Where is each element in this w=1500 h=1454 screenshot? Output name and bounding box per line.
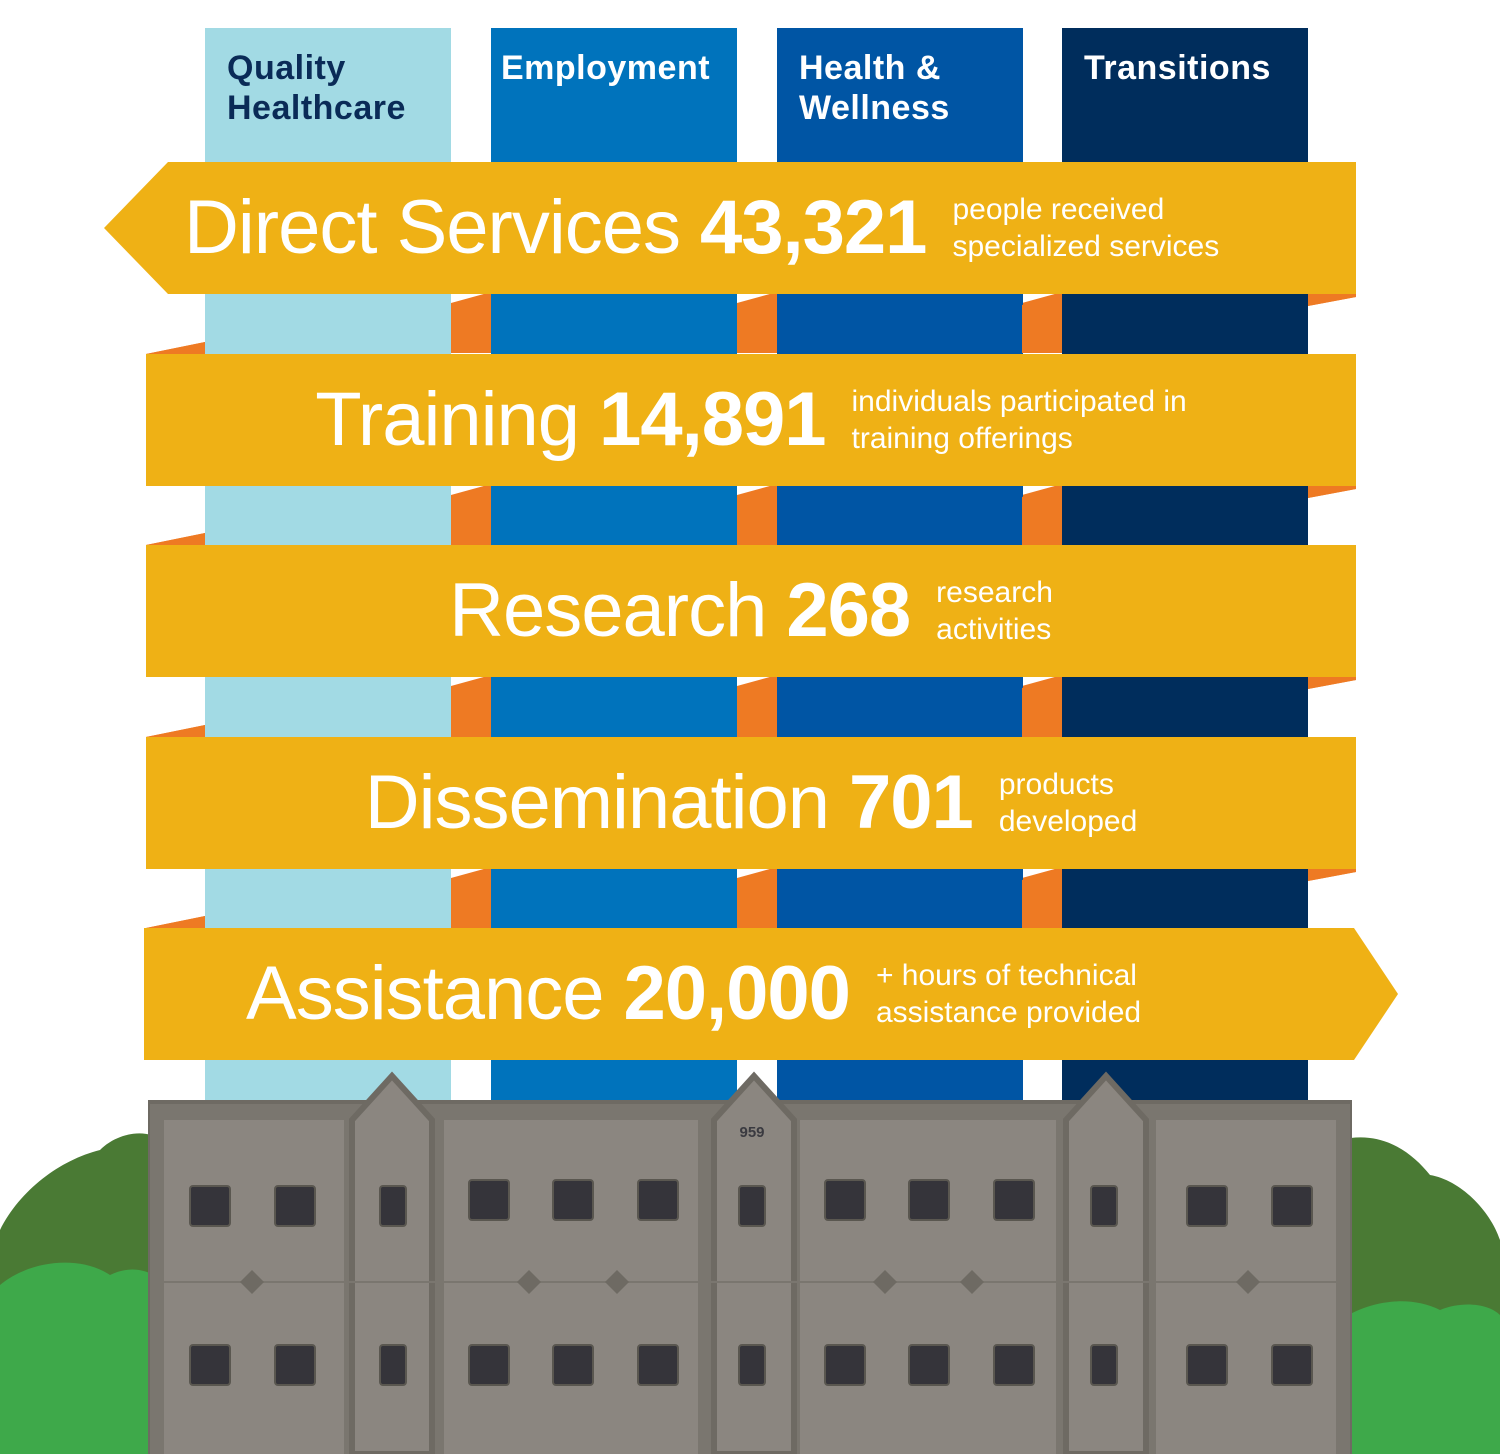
pillar-title: Transitions [1084, 48, 1271, 88]
banner-description-line: assistance provided [875, 996, 1142, 1029]
banner-description-line: training offerings [851, 422, 1073, 455]
banner-description-line: individuals participated in [851, 385, 1187, 418]
banner-description: + hours of technical assistance provided [876, 957, 1141, 1031]
banner-number: 14,891 [599, 377, 826, 462]
banner-label: Research [449, 568, 767, 653]
banner-description: research activities [936, 574, 1053, 648]
banner-description-line: specialized services [952, 230, 1220, 263]
banner-label: Dissemination [364, 760, 830, 845]
building [148, 1071, 1352, 1454]
banner-description-line: developed [998, 805, 1138, 838]
banner-training: Training 14,891 individuals participated… [146, 354, 1356, 486]
banner-number: 43,321 [700, 185, 927, 270]
banner-direct-services: Direct Services 43,321 people received s… [104, 162, 1356, 294]
pillar-title-line: Health & [799, 49, 941, 87]
banner-description-line: products [998, 768, 1114, 801]
pillar-title-line: Healthcare [227, 89, 406, 127]
banner-number: 20,000 [623, 951, 850, 1036]
banner-label: Assistance [246, 951, 604, 1036]
building-scene: 959 [0, 1071, 1500, 1454]
banner-description: individuals participated in training off… [852, 383, 1187, 457]
pillar-title-line: Quality [227, 49, 346, 87]
pillar-title-line: Employment [501, 49, 711, 87]
banner-research: Research 268 research activities [146, 545, 1356, 677]
windows [189, 1179, 1313, 1386]
banner-description-line: research [936, 576, 1053, 609]
banner-number: 268 [786, 568, 911, 653]
banner-description: people received specialized services [952, 191, 1219, 265]
banner-dissemination: Dissemination 701 products developed [146, 737, 1356, 869]
pillar-title: Quality Healthcare [227, 48, 406, 128]
banner-description-line: people received [952, 193, 1165, 226]
pillar-title-line: Wellness [799, 89, 950, 127]
pillar-title-line: Transitions [1084, 49, 1271, 87]
banner-assistance: Assistance 20,000 + hours of technical a… [144, 928, 1398, 1060]
banner-label: Training [315, 377, 580, 462]
diamond-ornaments [240, 1270, 1260, 1294]
pillar-title: Health & Wellness [799, 48, 950, 128]
banner-label: Direct Services [184, 185, 681, 270]
pillar-title: Employment [501, 48, 710, 88]
building-number: 959 [739, 1124, 764, 1141]
banner-number: 701 [849, 760, 974, 845]
banner-description-line: activities [936, 613, 1052, 646]
banner-description-line: + hours of technical [875, 959, 1137, 992]
trees-light [0, 1262, 1500, 1454]
banner-description: products developed [999, 766, 1137, 840]
